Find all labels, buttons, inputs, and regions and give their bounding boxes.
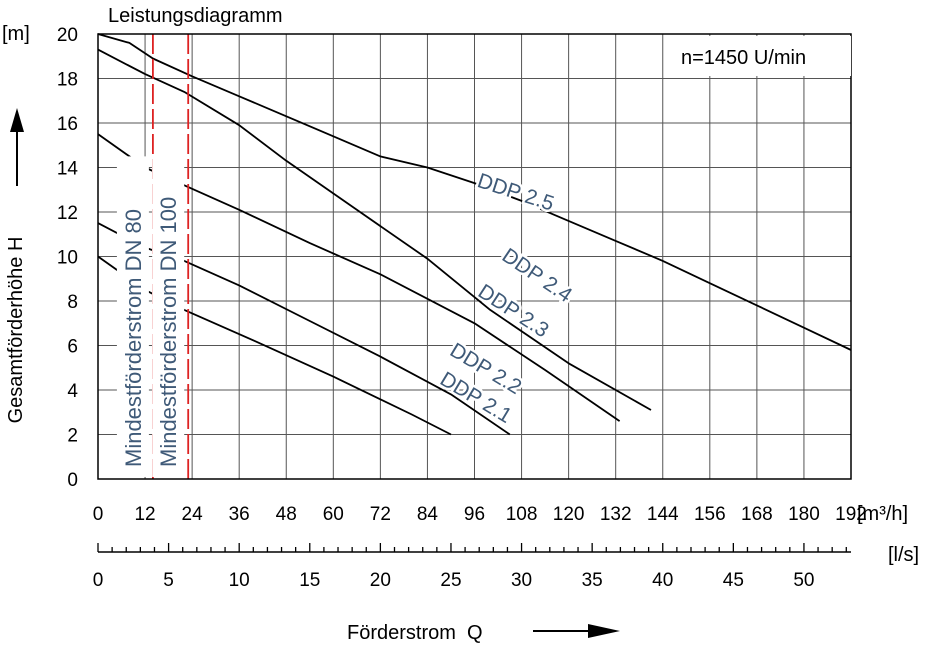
y-tick-label: 18 bbox=[57, 70, 78, 91]
y-tick-label: 12 bbox=[57, 203, 78, 224]
x-tick-label: 84 bbox=[417, 504, 439, 525]
x-axis-label: Förderstrom Q bbox=[347, 622, 483, 644]
y-axis-label: Gesamtförderhöhe H bbox=[5, 237, 27, 424]
x-tick-label: 12 bbox=[134, 504, 155, 525]
x-tick-label: 36 bbox=[229, 504, 250, 525]
series-line-ddp-2-5 bbox=[97, 33, 852, 351]
y-tick-label: 0 bbox=[67, 470, 78, 491]
y-tick-label: 14 bbox=[57, 159, 79, 180]
x-tick-label: 120 bbox=[553, 504, 585, 525]
y-tick-labels: 0 2 4 6 8 10 12 14 16 18 20 bbox=[57, 25, 79, 491]
speed-annotation: n=1450 U/min bbox=[681, 47, 806, 69]
y-tick-label: 10 bbox=[57, 248, 78, 269]
x-tick-label: 132 bbox=[600, 504, 632, 525]
series-line-ddp-2-2 bbox=[97, 222, 511, 436]
x2-tick-label: 50 bbox=[793, 570, 814, 591]
y-tick-label: 16 bbox=[57, 114, 78, 135]
min-flow-label: Mindestförderstrom DN 100 bbox=[156, 197, 181, 467]
x-tick-label: 168 bbox=[741, 504, 773, 525]
grid bbox=[97, 33, 852, 480]
y-tick-label: 2 bbox=[67, 426, 78, 447]
x2-tick-label: 15 bbox=[299, 570, 320, 591]
y-axis-arrow bbox=[10, 108, 24, 186]
x2-tick-label: 35 bbox=[582, 570, 603, 591]
x2-tick-label: 45 bbox=[723, 570, 744, 591]
secondary-x-axis: 0 5 10 15 20 25 30 35 40 45 50 bbox=[93, 543, 851, 591]
x-tick-labels: 0 12 24 36 48 60 72 84 96 108 120 132 144 156 168 180 19… bbox=[93, 504, 867, 525]
y-unit-label: [m] bbox=[2, 23, 30, 45]
x2-unit-label: [l/s] bbox=[888, 544, 919, 566]
x-unit-label: [m³/h] bbox=[857, 503, 908, 525]
x-tick-label: 96 bbox=[464, 504, 485, 525]
min-flow-label-bg bbox=[116, 156, 149, 477]
annotation-box bbox=[668, 36, 851, 76]
min-flow-label: Mindestförderstrom DN 80 bbox=[121, 209, 146, 467]
x-axis-arrow bbox=[533, 624, 620, 638]
x2-tick-label: 40 bbox=[652, 570, 673, 591]
y-tick-label: 4 bbox=[67, 381, 78, 402]
x2-tick-label: 10 bbox=[229, 570, 250, 591]
x2-tick-label: 30 bbox=[511, 570, 532, 591]
x2-tick-label: 20 bbox=[370, 570, 391, 591]
y-tick-label: 6 bbox=[67, 337, 78, 358]
chart-title: Leistungsdiagramm bbox=[108, 5, 283, 27]
series-label: DDP 2.5 bbox=[475, 169, 557, 215]
x-tick-label: 0 bbox=[93, 504, 104, 525]
x-tick-label: 60 bbox=[323, 504, 344, 525]
x-tick-label: 108 bbox=[506, 504, 538, 525]
x-tick-label: 24 bbox=[182, 504, 204, 525]
x2-tick-label: 25 bbox=[440, 570, 461, 591]
min-flow-label-bg bbox=[152, 156, 185, 477]
y-tick-label: 8 bbox=[67, 292, 78, 313]
plot-frame bbox=[97, 33, 852, 480]
x2-tick-label: 0 bbox=[93, 570, 104, 591]
x-tick-label: 48 bbox=[276, 504, 297, 525]
x-tick-label: 192 bbox=[835, 504, 867, 525]
x2-tick-label: 5 bbox=[163, 570, 174, 591]
y-tick-label: 20 bbox=[57, 25, 78, 46]
x-tick-label: 156 bbox=[694, 504, 726, 525]
x-tick-label: 144 bbox=[647, 504, 679, 525]
x-tick-label: 180 bbox=[788, 504, 820, 525]
series-line-ddp-2-4 bbox=[97, 48, 652, 411]
plot-border bbox=[97, 33, 852, 480]
x-tick-label: 72 bbox=[370, 504, 391, 525]
minimum-flow-lines: Mindestförderstrom DN 80 Mindestförderstr… bbox=[116, 34, 190, 479]
